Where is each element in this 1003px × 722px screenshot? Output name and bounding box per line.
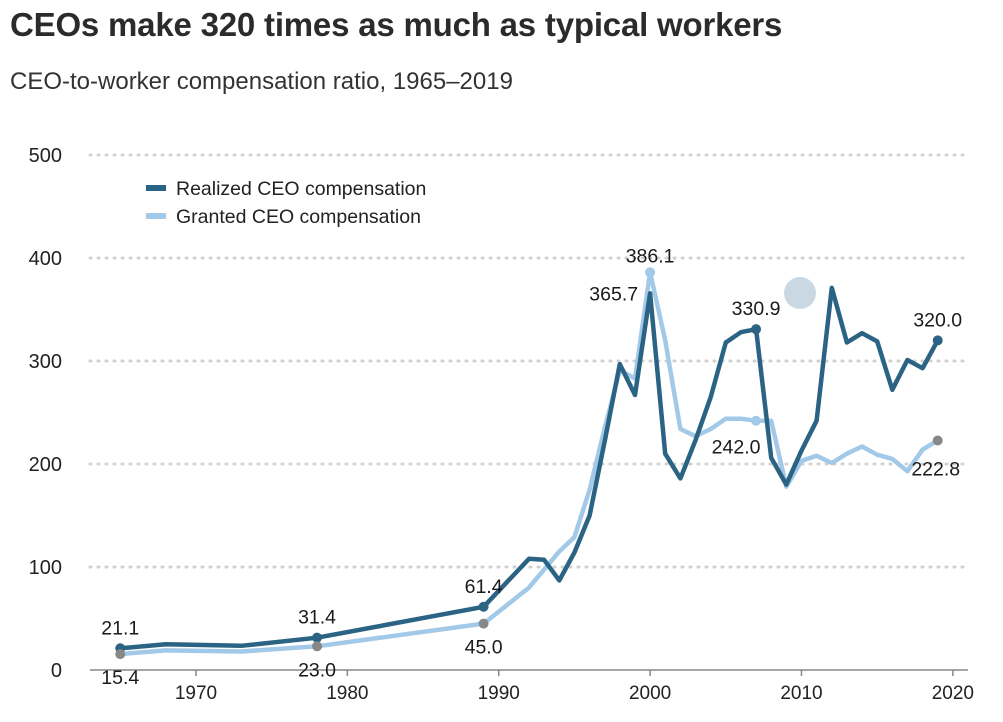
legend-label: Granted CEO compensation (176, 206, 421, 228)
granted-series-line (118, 270, 940, 657)
x-axis: 1970 1980 1990 2000 2010 2020 (90, 669, 974, 704)
x-tick-label: 1990 (478, 683, 520, 704)
data-label: 320.0 (913, 309, 962, 331)
legend: Realized CEO compensation Granted CEO com… (146, 178, 426, 228)
highlight-dot (784, 277, 816, 309)
y-tick-label: 100 (29, 557, 62, 579)
y-tick-label: 0 (51, 660, 62, 682)
x-tick-label: 1970 (175, 683, 217, 704)
x-tick-label: 1980 (326, 683, 368, 704)
x-tick-label: 2000 (629, 683, 671, 704)
data-point-marker (115, 649, 126, 660)
series-lines (118, 270, 940, 657)
data-label: 45.0 (465, 637, 503, 659)
x-tick-label: 2020 (932, 683, 974, 704)
data-label: 31.4 (298, 607, 336, 629)
data-label: 222.8 (911, 459, 960, 481)
y-tick-label: 500 (29, 145, 62, 167)
data-label: 15.4 (101, 667, 139, 689)
data-point-marker (751, 415, 762, 426)
realized-series-line (118, 285, 940, 651)
data-point-marker (932, 435, 943, 446)
chart-title: CEOs make 320 times as much as typical w… (10, 6, 783, 43)
data-point-marker (478, 601, 489, 612)
y-tick-label: 400 (29, 248, 62, 270)
data-point-marker (312, 641, 323, 652)
y-axis: 0 100 200 300 400 500 (29, 145, 62, 682)
x-tick-label: 2010 (780, 683, 822, 704)
data-point-marker (312, 632, 323, 643)
gridlines (88, 153, 970, 569)
data-label: 330.9 (732, 298, 781, 320)
data-point-marker (645, 267, 656, 278)
data-label: 23.0 (298, 659, 336, 681)
data-label: 242.0 (712, 437, 761, 459)
data-label: 61.4 (465, 576, 503, 598)
y-tick-label: 300 (29, 351, 62, 373)
data-point-marker (932, 335, 943, 346)
data-label: 365.7 (589, 283, 638, 305)
data-label: 386.1 (626, 245, 675, 267)
data-point-marker (751, 324, 762, 335)
legend-label: Realized CEO compensation (176, 178, 426, 200)
data-point-marker (478, 618, 489, 629)
y-tick-label: 200 (29, 454, 62, 476)
data-label: 21.1 (101, 617, 139, 639)
chart-subtitle: CEO-to-worker compensation ratio, 1965–2… (10, 68, 513, 95)
data-markers: 21.1 31.4 61.4 365.7 330.9 320.0 15.4 23.0 45.0 3… (101, 245, 962, 689)
